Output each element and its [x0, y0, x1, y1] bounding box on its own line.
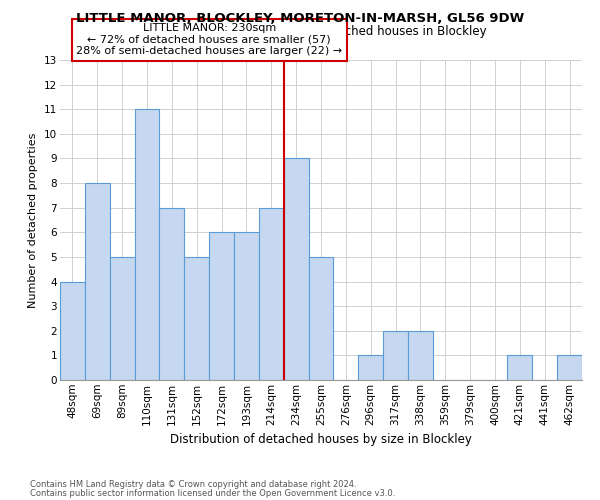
Bar — [85, 183, 110, 380]
Y-axis label: Number of detached properties: Number of detached properties — [28, 132, 38, 308]
Title: Size of property relative to detached houses in Blockley: Size of property relative to detached ho… — [155, 25, 487, 38]
Text: Contains public sector information licensed under the Open Government Licence v3: Contains public sector information licen… — [30, 488, 395, 498]
Bar — [160, 208, 184, 380]
Bar — [383, 331, 408, 380]
Bar — [234, 232, 259, 380]
Bar — [184, 257, 209, 380]
Bar — [308, 257, 334, 380]
Bar — [284, 158, 308, 380]
Bar — [557, 356, 582, 380]
Bar — [508, 356, 532, 380]
Text: LITTLE MANOR: 230sqm
← 72% of detached houses are smaller (57)
28% of semi-detac: LITTLE MANOR: 230sqm ← 72% of detached h… — [76, 23, 342, 56]
Bar — [408, 331, 433, 380]
Bar — [209, 232, 234, 380]
Bar — [259, 208, 284, 380]
Text: Contains HM Land Registry data © Crown copyright and database right 2024.: Contains HM Land Registry data © Crown c… — [30, 480, 356, 489]
Bar — [110, 257, 134, 380]
Bar — [134, 109, 160, 380]
Text: LITTLE MANOR, BLOCKLEY, MORETON-IN-MARSH, GL56 9DW: LITTLE MANOR, BLOCKLEY, MORETON-IN-MARSH… — [76, 12, 524, 26]
Bar — [358, 356, 383, 380]
Bar — [60, 282, 85, 380]
X-axis label: Distribution of detached houses by size in Blockley: Distribution of detached houses by size … — [170, 433, 472, 446]
